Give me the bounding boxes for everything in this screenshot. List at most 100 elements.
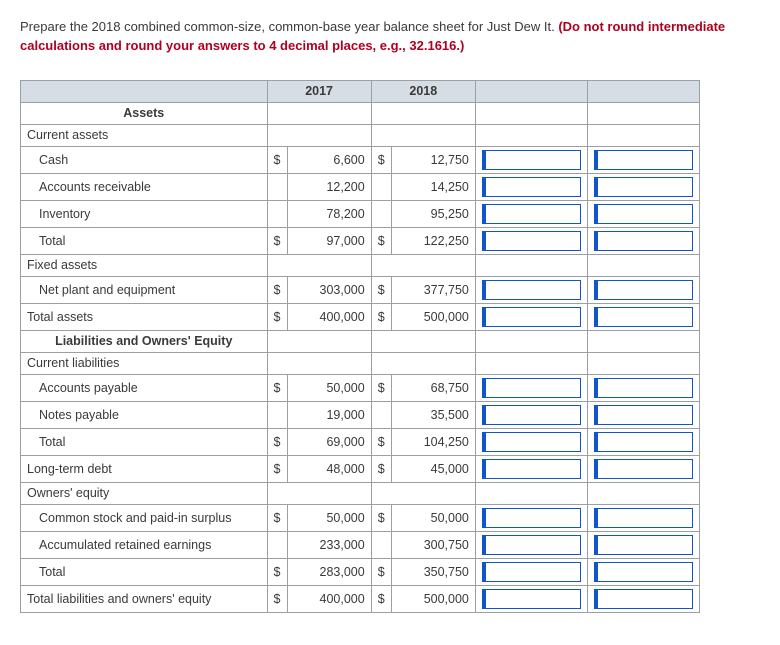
row-ar: Accounts receivable 12,200 14,250 xyxy=(21,173,700,200)
input-re-2[interactable] xyxy=(594,535,693,555)
row-cl-total: Total $ 69,000 $ 104,250 xyxy=(21,428,700,455)
val-cltot-2017: 69,000 xyxy=(287,428,371,455)
val-cash-2017: 6,600 xyxy=(287,146,371,173)
label-npe: Net plant and equipment xyxy=(21,276,268,303)
input-cs-1[interactable] xyxy=(482,508,581,528)
val-tloe-2018: 500,000 xyxy=(391,585,475,612)
val-ar-2017: 12,200 xyxy=(287,173,371,200)
label-re: Accumulated retained earnings xyxy=(21,531,268,558)
val-ta-2018: 500,000 xyxy=(391,303,475,330)
label-cl-total: Total xyxy=(21,428,268,455)
input-np-1[interactable] xyxy=(482,405,581,425)
label-cs: Common stock and paid-in surplus xyxy=(21,504,268,531)
input-npe-1[interactable] xyxy=(482,280,581,300)
balance-sheet-table: 2017 2018 Assets Current assets Cash $ 6… xyxy=(20,80,700,613)
input-cash-1[interactable] xyxy=(482,150,581,170)
header-row: 2017 2018 xyxy=(21,80,700,102)
row-cs: Common stock and paid-in surplus $ 50,00… xyxy=(21,504,700,531)
val-ta-2017: 400,000 xyxy=(287,303,371,330)
row-ca-total: Total $ 97,000 $ 122,250 xyxy=(21,227,700,254)
instructions: Prepare the 2018 combined common-size, c… xyxy=(20,18,760,56)
input-ap-1[interactable] xyxy=(482,378,581,398)
label-current-assets: Current assets xyxy=(21,124,268,146)
input-cltot-1[interactable] xyxy=(482,432,581,452)
input-tloe-2[interactable] xyxy=(594,589,693,609)
row-owners-equity: Owners' equity xyxy=(21,482,700,504)
header-2018: 2018 xyxy=(371,80,475,102)
input-ltd-1[interactable] xyxy=(482,459,581,479)
val-npe-2017: 303,000 xyxy=(287,276,371,303)
row-oe-total: Total $ 283,000 $ 350,750 xyxy=(21,558,700,585)
row-inventory: Inventory 78,200 95,250 xyxy=(21,200,700,227)
val-np-2017: 19,000 xyxy=(287,401,371,428)
row-current-assets: Current assets xyxy=(21,124,700,146)
row-total-assets: Total assets $ 400,000 $ 500,000 xyxy=(21,303,700,330)
label-total-assets: Total assets xyxy=(21,303,268,330)
row-npe: Net plant and equipment $ 303,000 $ 377,… xyxy=(21,276,700,303)
val-catot-2017: 97,000 xyxy=(287,227,371,254)
input-cash-2[interactable] xyxy=(594,150,693,170)
row-np: Notes payable 19,000 35,500 xyxy=(21,401,700,428)
row-fixed-assets: Fixed assets xyxy=(21,254,700,276)
row-cash: Cash $ 6,600 $ 12,750 xyxy=(21,146,700,173)
val-re-2018: 300,750 xyxy=(391,531,475,558)
input-ar-2[interactable] xyxy=(594,177,693,197)
section-assets: Assets xyxy=(21,102,268,124)
label-tloe: Total liabilities and owners' equity xyxy=(21,585,268,612)
row-current-liab: Current liabilities xyxy=(21,352,700,374)
row-ltd: Long-term debt $ 48,000 $ 45,000 xyxy=(21,455,700,482)
input-cltot-2[interactable] xyxy=(594,432,693,452)
instructions-lead: Prepare the 2018 combined common-size, c… xyxy=(20,19,558,34)
val-oetot-2018: 350,750 xyxy=(391,558,475,585)
label-inventory: Inventory xyxy=(21,200,268,227)
row-assets-heading: Assets xyxy=(21,102,700,124)
val-cs-2017: 50,000 xyxy=(287,504,371,531)
val-oetot-2017: 283,000 xyxy=(287,558,371,585)
val-ap-2018: 68,750 xyxy=(391,374,475,401)
label-ar: Accounts receivable xyxy=(21,173,268,200)
row-tloe: Total liabilities and owners' equity $ 4… xyxy=(21,585,700,612)
val-ar-2018: 14,250 xyxy=(391,173,475,200)
row-ap: Accounts payable $ 50,000 $ 68,750 xyxy=(21,374,700,401)
header-input-2 xyxy=(587,80,699,102)
section-liab-eq: Liabilities and Owners' Equity xyxy=(21,330,268,352)
row-liab-eq-heading: Liabilities and Owners' Equity xyxy=(21,330,700,352)
input-ap-2[interactable] xyxy=(594,378,693,398)
val-ap-2017: 50,000 xyxy=(287,374,371,401)
label-fixed-assets: Fixed assets xyxy=(21,254,268,276)
input-cs-2[interactable] xyxy=(594,508,693,528)
input-ar-1[interactable] xyxy=(482,177,581,197)
val-catot-2018: 122,250 xyxy=(391,227,475,254)
val-inv-2017: 78,200 xyxy=(287,200,371,227)
input-re-1[interactable] xyxy=(482,535,581,555)
row-re: Accumulated retained earnings 233,000 30… xyxy=(21,531,700,558)
label-oe: Owners' equity xyxy=(21,482,268,504)
label-oe-total: Total xyxy=(21,558,268,585)
label-ap: Accounts payable xyxy=(21,374,268,401)
input-npe-2[interactable] xyxy=(594,280,693,300)
label-ltd: Long-term debt xyxy=(21,455,268,482)
header-2017: 2017 xyxy=(267,80,371,102)
label-cash: Cash xyxy=(21,146,268,173)
val-cash-2018: 12,750 xyxy=(391,146,475,173)
input-oetot-2[interactable] xyxy=(594,562,693,582)
input-oetot-1[interactable] xyxy=(482,562,581,582)
input-inv-1[interactable] xyxy=(482,204,581,224)
input-ltd-2[interactable] xyxy=(594,459,693,479)
label-np: Notes payable xyxy=(21,401,268,428)
val-inv-2018: 95,250 xyxy=(391,200,475,227)
input-ta-1[interactable] xyxy=(482,307,581,327)
cur-cash-2017: $ xyxy=(267,146,287,173)
val-npe-2018: 377,750 xyxy=(391,276,475,303)
input-catot-1[interactable] xyxy=(482,231,581,251)
header-input-1 xyxy=(475,80,587,102)
input-catot-2[interactable] xyxy=(594,231,693,251)
val-ltd-2017: 48,000 xyxy=(287,455,371,482)
label-current-liab: Current liabilities xyxy=(21,352,268,374)
val-cltot-2018: 104,250 xyxy=(391,428,475,455)
val-re-2017: 233,000 xyxy=(287,531,371,558)
input-inv-2[interactable] xyxy=(594,204,693,224)
input-ta-2[interactable] xyxy=(594,307,693,327)
input-np-2[interactable] xyxy=(594,405,693,425)
input-tloe-1[interactable] xyxy=(482,589,581,609)
